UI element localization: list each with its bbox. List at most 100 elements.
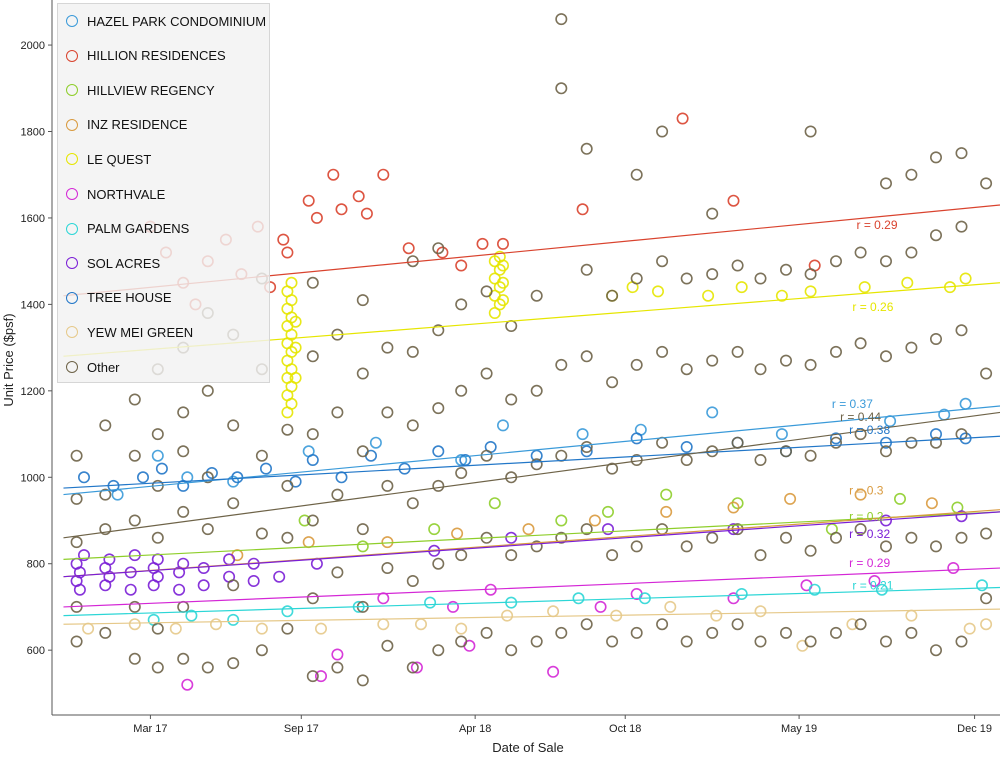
legend-item: TREE HOUSE [66, 288, 172, 308]
data-point [181, 678, 194, 691]
data-point [555, 514, 568, 527]
data-point [210, 618, 223, 631]
data-point [829, 531, 842, 544]
data-point [306, 592, 319, 605]
data-point [255, 527, 268, 540]
data-point [829, 436, 842, 449]
data-point [576, 203, 589, 216]
r-label-layer: r = 0.37 r = 0.29 r = 0.2 r = 0.3 r = 0.26 r … [832, 218, 898, 593]
trend-line [63, 511, 1000, 561]
data-point [128, 393, 141, 406]
data-point [731, 345, 744, 358]
data-point [310, 557, 323, 570]
data-point [432, 324, 445, 337]
data-point [99, 488, 112, 501]
data-point [151, 531, 164, 544]
data-point [754, 272, 767, 285]
series-points [281, 250, 972, 419]
data-point [905, 626, 918, 639]
data-point [501, 609, 514, 622]
data-point [854, 337, 867, 350]
legend-marker [66, 188, 78, 200]
data-point [285, 328, 298, 341]
data-point [555, 449, 568, 462]
data-point [128, 514, 141, 527]
data-point [580, 350, 593, 363]
data-point [955, 635, 968, 648]
data-point [656, 618, 669, 631]
data-point [352, 190, 365, 203]
trend-line [63, 511, 1000, 578]
data-point [955, 428, 968, 441]
data-point [455, 635, 468, 648]
data-point [955, 324, 968, 337]
data-point [580, 618, 593, 631]
data-point [151, 622, 164, 635]
data-point [480, 285, 493, 298]
legend-item: HAZEL PARK CONDOMINIUM [66, 11, 266, 31]
data-point [488, 306, 501, 319]
legend-marker [66, 49, 78, 62]
data-point [656, 345, 669, 358]
data-point [432, 644, 445, 657]
data-point [103, 553, 116, 566]
data-point [73, 583, 86, 596]
data-point [227, 613, 240, 626]
data-point [381, 639, 394, 652]
legend: HAZEL PARK CONDOMINIUM HILLION RESIDENCES… [57, 3, 270, 383]
data-point [580, 440, 593, 453]
data-point [476, 237, 489, 250]
data-point [201, 471, 214, 484]
data-point [247, 574, 260, 587]
data-point [975, 579, 988, 592]
data-point [505, 319, 518, 332]
data-point [455, 259, 468, 272]
data-point [829, 345, 842, 358]
data-point [360, 207, 373, 220]
data-point [406, 497, 419, 510]
data-point [381, 341, 394, 354]
data-point [73, 566, 86, 579]
data-point [155, 462, 168, 475]
data-point [929, 229, 942, 242]
data-point [555, 626, 568, 639]
data-point [99, 523, 112, 536]
legend-item: PALM GARDENS [66, 219, 189, 239]
data-point [555, 82, 568, 95]
data-point [70, 635, 83, 648]
data-point [727, 501, 740, 514]
data-point [480, 626, 493, 639]
legend-label: HILLION RESIDENCES [87, 48, 226, 64]
data-point [854, 488, 867, 501]
data-point [601, 505, 614, 518]
data-point [201, 523, 214, 536]
data-point [281, 622, 294, 635]
data-point [779, 531, 792, 544]
data-point [680, 440, 693, 453]
data-point [580, 445, 593, 458]
data-point [555, 358, 568, 371]
data-point [78, 471, 91, 484]
legend-item: Other [66, 357, 120, 377]
data-point [177, 652, 190, 665]
data-point [572, 592, 585, 605]
data-point [656, 125, 669, 138]
data-point [505, 644, 518, 657]
data-point [754, 363, 767, 376]
series-points [298, 488, 964, 553]
data-point [925, 497, 938, 510]
y-tick-label: 1000 [21, 472, 45, 484]
data-point [754, 605, 767, 618]
data-point [306, 276, 319, 289]
data-point [173, 583, 186, 596]
data-point [496, 419, 509, 432]
data-point [905, 436, 918, 449]
data-point [103, 570, 116, 583]
legend-marker [66, 118, 78, 131]
data-point [875, 583, 888, 596]
data-point [963, 622, 976, 635]
data-point [306, 428, 319, 441]
series-points [181, 561, 960, 691]
data-point [680, 363, 693, 376]
data-point [929, 332, 942, 345]
